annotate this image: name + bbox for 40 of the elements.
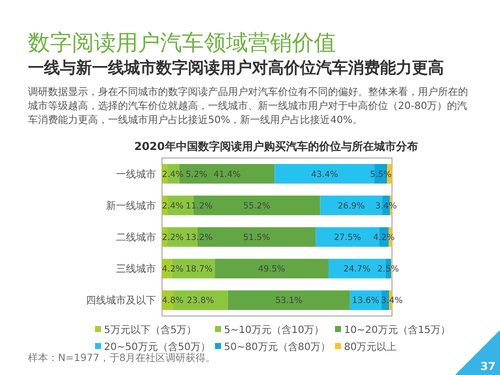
legend-label: 80万元以上 <box>344 341 397 353</box>
data-label: 43.4% <box>311 170 338 180</box>
y-tick-label: 二线城市 <box>116 232 156 244</box>
data-label: 18.7% <box>186 264 213 275</box>
data-label: 4.2% <box>162 264 184 275</box>
data-label: 5.2% <box>186 170 208 180</box>
y-tick-label: 一线城市 <box>116 168 156 180</box>
legend-label: 5~10万元（含10万） <box>224 324 324 336</box>
data-label: 4.8% <box>162 296 184 306</box>
data-label: 13.2% <box>186 233 213 243</box>
bar <box>228 290 350 310</box>
data-label: 2.4% <box>162 170 184 180</box>
data-label: 49.5% <box>258 264 286 275</box>
bar <box>214 258 329 278</box>
data-label: 51.5% <box>243 233 270 243</box>
data-label: 23.8% <box>186 296 214 306</box>
data-label: 2.2% <box>162 233 184 243</box>
legend-label: 50~80万元（含80万） <box>224 341 331 353</box>
data-label: 24.7% <box>343 264 370 275</box>
legend-label: 10~20万元（含15万） <box>344 324 451 336</box>
data-label: 27.5% <box>334 233 362 243</box>
data-label: 53.1% <box>275 296 302 306</box>
y-tick-label: 新一线城市 <box>106 200 156 212</box>
data-label: 55.2% <box>243 201 270 212</box>
data-label: 11.2% <box>186 201 213 212</box>
data-label: 13.6% <box>352 296 380 306</box>
text: 37 <box>480 360 496 373</box>
legend-label: 20~50万元（含50万） <box>104 341 211 353</box>
data-label: 3.4% <box>381 296 403 306</box>
y-tick-label: 四线城市及以下 <box>86 294 156 307</box>
chart-title: 2020年中国数字阅读用户购买汽车的价位与所在城市分布 <box>134 140 418 153</box>
y-tick-label: 三线城市 <box>116 263 156 276</box>
text: 数字阅读用户汽车领域营销价值 <box>28 30 336 58</box>
data-label: 41.4% <box>214 170 241 180</box>
text: 一线与新一线城市数字阅读用户对高价位汽车消费能力更高 <box>28 58 444 79</box>
data-label: 26.9% <box>338 201 365 212</box>
data-label: 2.4% <box>162 201 184 212</box>
legend-label: 5万元以下（含5万） <box>104 324 197 336</box>
text: 样本：N=1977，于8月在社区调研获得。 <box>28 352 216 364</box>
text: 调研数据显示，身在不同城市的数字阅读产品用户对汽车价位有不同的偏好。整体来看，用户所在的城市等级越高，选择的汽车价位就越高，一线城市、新一线城市用户对于中高价位（20-80万）的汽车消费能力更高，一线城市用户占比接近50%，新一线用户占比接近40%。 <box>28 86 469 128</box>
